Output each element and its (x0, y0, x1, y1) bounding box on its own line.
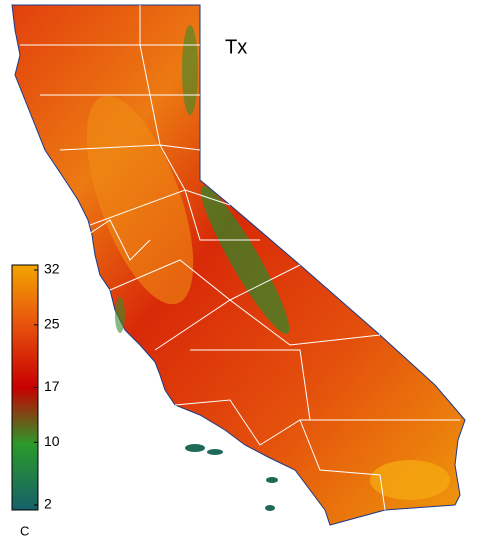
county-lines (139, 5, 200, 96)
county-lines (59, 144, 231, 206)
county-lines (109, 259, 301, 301)
central-valley (86, 95, 194, 305)
colorbar-tick-label: 32 (44, 261, 60, 277)
colorbar-tick-label: 25 (44, 316, 60, 332)
county-lines (190, 349, 311, 421)
channel-islands (185, 444, 278, 511)
cascades (182, 25, 198, 115)
county-lines (154, 299, 381, 351)
county-lines (89, 189, 260, 241)
unit-label: C (20, 523, 29, 538)
colorbar: C 32 25 17 10 2 (11, 261, 60, 538)
map-title: Tx (225, 36, 247, 58)
county-lines (79, 219, 151, 261)
california (11, 4, 466, 526)
southern-desert (370, 460, 450, 500)
county-lines (299, 419, 386, 511)
colorbar-tick-label: 2 (44, 496, 52, 512)
colorbar-scale (11, 264, 39, 511)
colorbar-tick-label: 17 (44, 378, 60, 394)
county-lines (174, 399, 460, 446)
sierra-nevada (200, 186, 290, 334)
coast-ridge (115, 297, 125, 333)
county-lines (40, 94, 201, 151)
colorbar-tick-label: 10 (44, 433, 60, 449)
